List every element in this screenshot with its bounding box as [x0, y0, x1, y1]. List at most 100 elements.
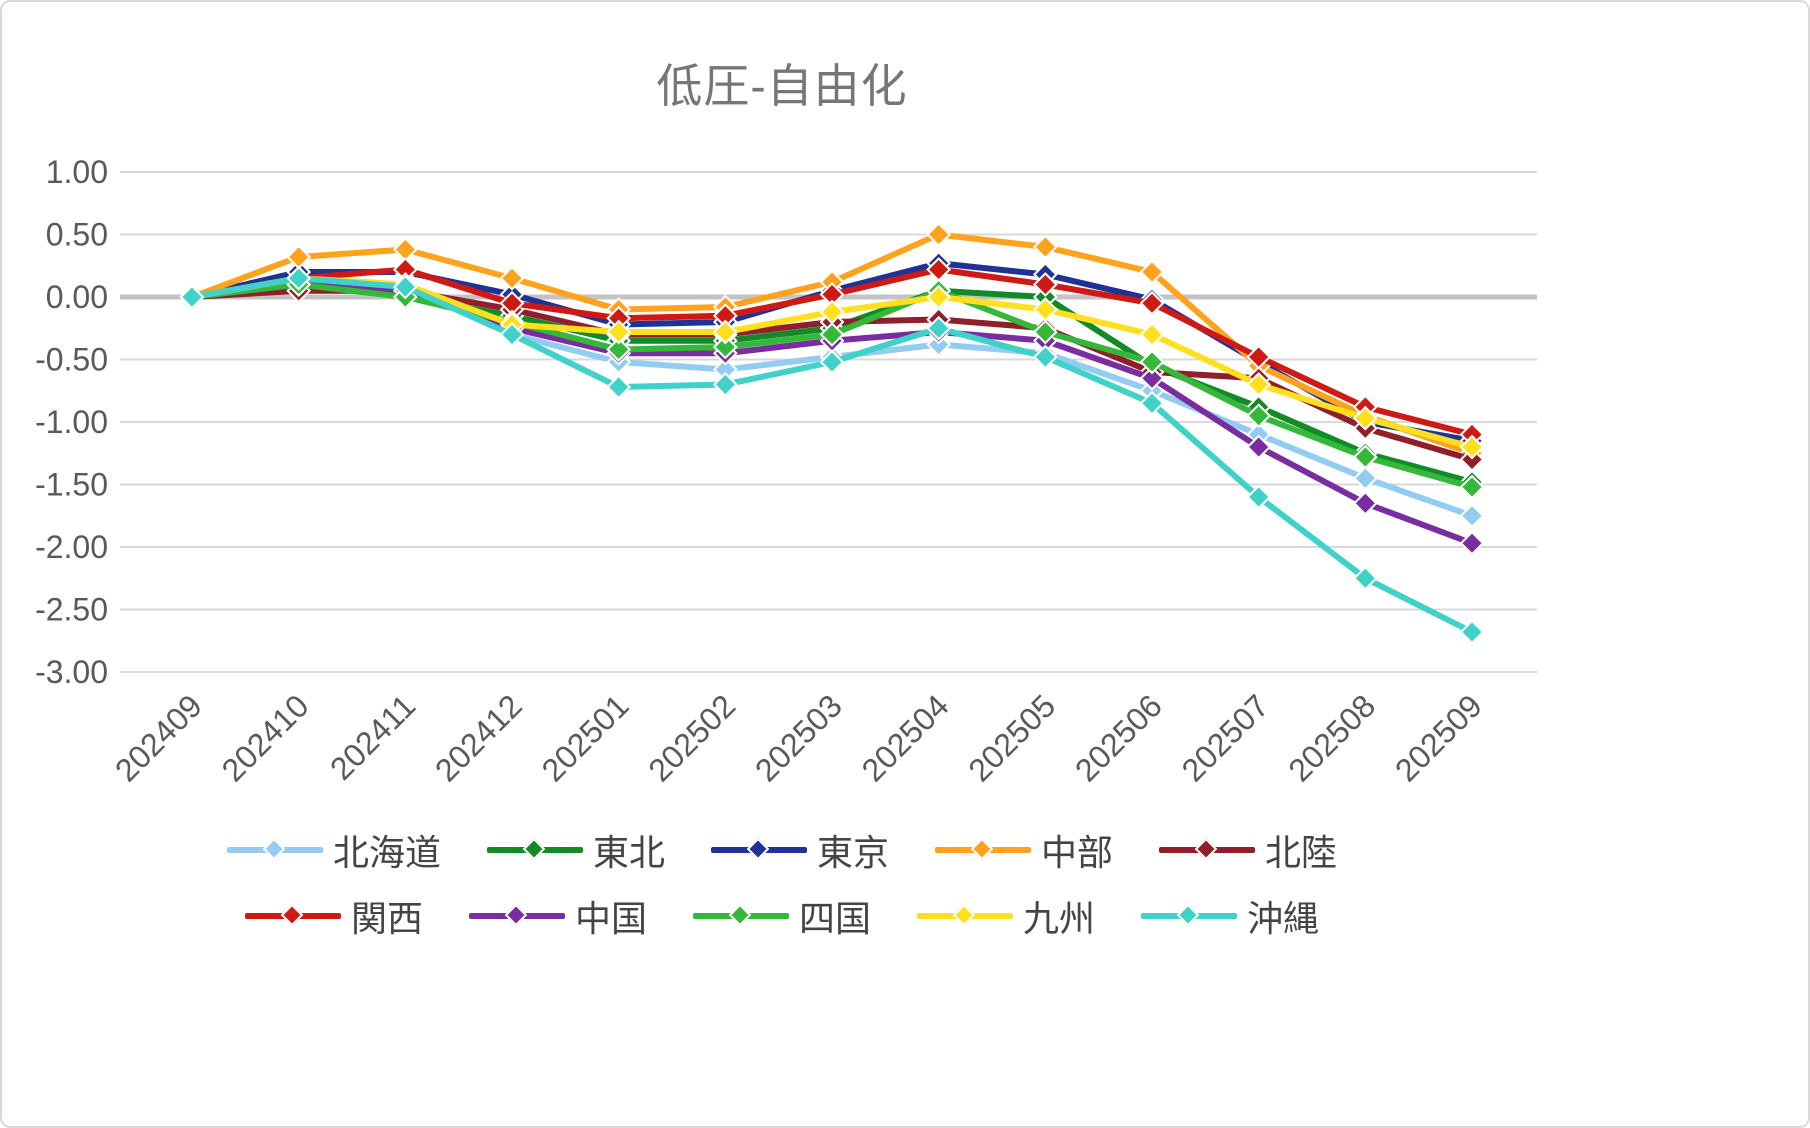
marker-shikoku-202508: [1352, 444, 1378, 470]
marker-okinawa-202501: [606, 374, 632, 400]
marker-kansai-202505: [1032, 272, 1058, 297]
marker-shikoku-202501: [606, 337, 632, 362]
marker-kansai-202507: [1246, 344, 1272, 370]
x-tick-label: 202409: [108, 687, 209, 788]
legend-item-tokyo: 東京: [697, 824, 903, 876]
legend-marker-icon: [1159, 837, 1256, 861]
marker-shikoku-202502: [712, 334, 738, 360]
marker-okinawa-202503: [819, 349, 845, 375]
marker-okinawa-202502: [712, 372, 738, 397]
marker-shikoku-202507: [1246, 403, 1272, 429]
x-tick-label: 202506: [1068, 687, 1169, 788]
marker-kyushu-202501: [606, 319, 632, 345]
x-axis-labels: 202409 202410 202411 202412 202501 202502 2025…: [108, 687, 1489, 788]
marker-shikoku-202503: [819, 322, 845, 347]
x-tick-label: 202501: [535, 687, 636, 788]
marker-chugoku-202509: [1459, 530, 1485, 556]
chart-legend: 北海道 東北 東京 中部 北陸関西 中国 四国 九州 沖縄: [2, 824, 1562, 942]
legend-row: 北海道 東北 東京 中部 北陸: [213, 824, 1351, 876]
legend-label: 九州: [1023, 898, 1096, 939]
marker-okinawa-202504: [926, 315, 952, 341]
marker-kyushu-202504: [926, 284, 952, 310]
legend-label: 中国: [574, 898, 647, 939]
marker-kyushu-202505: [1032, 297, 1058, 322]
legend-label: 沖縄: [1247, 898, 1320, 939]
marker-okinawa-202507: [1246, 484, 1272, 510]
x-tick-label: 202509: [1388, 687, 1489, 788]
marker-shikoku-202505: [1032, 319, 1058, 345]
x-tick-label: 202507: [1175, 687, 1276, 788]
marker-okinawa-202506: [1139, 390, 1165, 416]
legend-marker-icon: [1141, 903, 1238, 927]
marker-kyushu-202509: [1459, 434, 1485, 460]
y-axis-labels: 1.00 0.50 0.00 -0.50 -1.00 -1.50 -2.00 -2.50 -3.…: [35, 154, 108, 690]
marker-hokuriku-202509: [1459, 447, 1485, 472]
legend-marker-icon: [935, 837, 1031, 861]
marker-okinawa-202412: [499, 322, 525, 347]
x-tick-label: 202411: [323, 687, 422, 786]
marker-chubu-202505: [1032, 234, 1058, 260]
legend-item-chugoku: 中国: [455, 890, 661, 942]
legend-row: 関西 中国 四国 九州 沖縄: [231, 890, 1333, 942]
marker-okinawa-202505: [1032, 344, 1058, 370]
x-tick-label: 202410: [215, 687, 316, 788]
y-tick-label: -3.00: [35, 654, 108, 690]
legend-item-hokuriku: 北陸: [1145, 824, 1351, 876]
marker-chubu-202504: [926, 222, 952, 247]
marker-hokkaido-202509: [1459, 503, 1485, 529]
y-tick-label: 0.50: [46, 217, 108, 253]
y-tick-label: -2.00: [35, 529, 108, 565]
legend-marker-icon: [710, 837, 807, 861]
x-tick-label: 202504: [855, 687, 956, 788]
legend-item-kyushu: 九州: [903, 890, 1109, 942]
legend-marker-icon: [917, 903, 1013, 927]
y-tick-label: 0.00: [46, 279, 108, 315]
legend-label: 北海道: [332, 832, 441, 873]
legend-label: 北陸: [1265, 832, 1338, 873]
legend-item-hokkaido: 北海道: [213, 824, 455, 876]
x-tick-label: 202412: [428, 687, 529, 788]
marker-shikoku-202509: [1459, 474, 1485, 500]
marker-chugoku-202506: [1139, 365, 1165, 391]
marker-kyushu-202506: [1139, 322, 1165, 347]
x-tick-label: 202505: [961, 687, 1062, 788]
marker-okinawa-202508: [1352, 565, 1378, 591]
legend-label: 中部: [1041, 832, 1114, 873]
legend-marker-icon: [244, 903, 341, 927]
marker-okinawa-202410: [286, 265, 312, 291]
x-tick-label: 202502: [641, 687, 742, 788]
marker-hokkaido-202508: [1352, 465, 1378, 491]
marker-kyushu-202503: [819, 299, 845, 325]
y-tick-label: -1.50: [35, 467, 108, 503]
marker-kyushu-202508: [1352, 405, 1378, 431]
y-tick-label: -0.50: [35, 342, 108, 378]
legend-item-chubu: 中部: [921, 824, 1127, 876]
legend-marker-icon: [468, 903, 565, 927]
marker-chubu-202410: [286, 244, 312, 270]
y-tick-label: -2.50: [35, 592, 108, 628]
chart-title: 低圧-自由化: [656, 60, 908, 112]
marker-kyushu-202507: [1246, 372, 1272, 397]
gridlines: [120, 171, 1537, 673]
y-tick-label: -1.00: [35, 404, 108, 440]
marker-kansai-202506: [1139, 290, 1165, 316]
legend-marker-icon: [692, 903, 789, 927]
x-tick-label: 202503: [748, 687, 849, 788]
marker-chubu-202412: [499, 265, 525, 291]
legend-label: 東京: [816, 832, 889, 873]
legend-marker-icon: [226, 837, 323, 861]
marker-kyushu-202502: [712, 319, 738, 345]
marker-okinawa-202509: [1459, 619, 1485, 645]
y-tick-label: 1.00: [46, 154, 108, 190]
marker-okinawa-202409: [179, 284, 205, 310]
legend-item-kansai: 関西: [231, 890, 437, 942]
legend-label: 関西: [350, 898, 423, 939]
legend-label: 東北: [592, 832, 665, 873]
legend-item-okinawa: 沖縄: [1127, 890, 1333, 942]
legend-marker-icon: [486, 837, 583, 861]
legend-item-tohoku: 東北: [473, 824, 679, 876]
legend-label: 四国: [798, 898, 871, 939]
marker-chugoku-202508: [1352, 490, 1378, 516]
marker-chubu-202506: [1139, 259, 1165, 285]
x-tick-label: 202508: [1281, 687, 1382, 788]
